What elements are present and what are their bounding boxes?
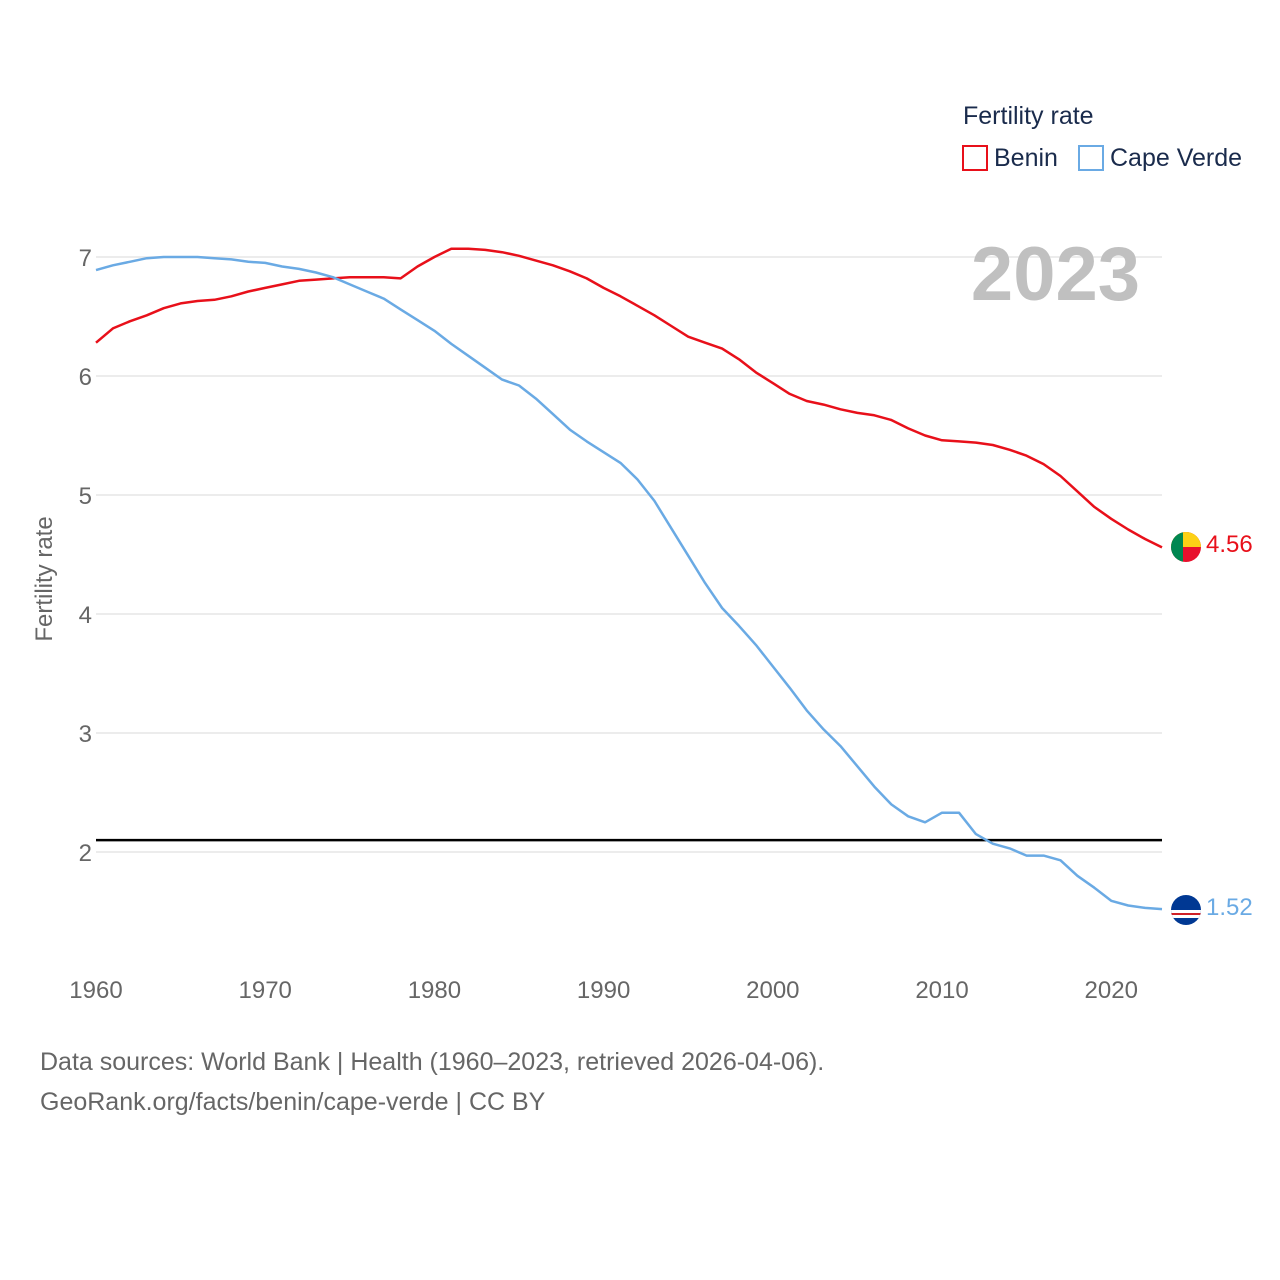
legend-swatch-cape-verde[interactable] <box>1078 145 1104 171</box>
x-tick-label: 2010 <box>915 977 968 1004</box>
x-tick-label: 2000 <box>746 977 799 1004</box>
legend-title: Fertility rate <box>963 102 1094 130</box>
year-label: 2023 <box>971 232 1140 317</box>
x-axis-ticks: 1960 1970 1980 1990 2000 2010 2020 <box>69 977 1138 1004</box>
y-tick-label: 3 <box>79 721 92 748</box>
y-tick-label: 4 <box>79 602 92 629</box>
data-sources-text: Data sources: World Bank | Health (1960–… <box>40 1048 825 1076</box>
y-tick-label: 2 <box>79 840 92 867</box>
cape-verde-flag-icon <box>1171 895 1201 925</box>
series-lines <box>95 247 1163 911</box>
x-tick-label: 2020 <box>1085 977 1138 1004</box>
y-tick-label: 6 <box>79 364 92 391</box>
legend-label-benin[interactable]: Benin <box>994 144 1058 172</box>
y-tick-label: 7 <box>79 245 92 272</box>
legend: Fertility rate Benin Cape Verde <box>962 102 1242 172</box>
source-link[interactable]: GeoRank.org/facts/benin/cape-verde | CC … <box>40 1088 546 1116</box>
cape-verde-end-label: 1.52 <box>1206 894 1253 921</box>
x-tick-label: 1970 <box>239 977 292 1004</box>
fertility-rate-chart: 2 3 4 5 6 7 1960 1970 1980 1990 2000 2010 2020 Fert… <box>31 102 1253 1004</box>
series-line-cape-verde[interactable] <box>95 255 1163 911</box>
x-tick-label: 1980 <box>408 977 461 1004</box>
y-axis-label: Fertility rate <box>31 516 58 641</box>
x-tick-label: 1990 <box>577 977 630 1004</box>
footer: Data sources: World Bank | Health (1960–… <box>40 1042 824 1122</box>
y-axis-ticks: 2 3 4 5 6 7 <box>79 245 92 867</box>
benin-flag-icon <box>1171 532 1201 562</box>
series-line-benin[interactable] <box>95 247 1163 549</box>
legend-swatch-benin[interactable] <box>962 145 988 171</box>
legend-label-cape-verde[interactable]: Cape Verde <box>1110 144 1242 172</box>
benin-end-label: 4.56 <box>1206 531 1253 558</box>
x-tick-label: 1960 <box>69 977 122 1004</box>
y-tick-label: 5 <box>79 483 92 510</box>
grid-lines <box>96 256 1162 853</box>
